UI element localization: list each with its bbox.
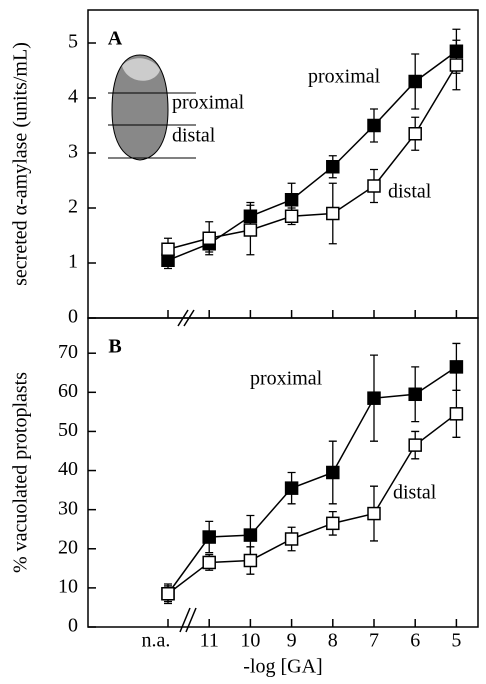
series-line — [167, 413, 457, 595]
y-tick-label: 30 — [58, 497, 78, 519]
series-line — [167, 366, 457, 595]
grain-tip — [122, 58, 160, 81]
series-line — [167, 50, 457, 261]
y-tick-label: 40 — [58, 458, 78, 480]
annotation: distal — [388, 181, 432, 203]
marker — [243, 223, 258, 237]
y-tick-label: 60 — [58, 380, 78, 402]
series-line — [167, 64, 458, 250]
y-tick-label: 1 — [68, 251, 78, 273]
x-tick-label: 8 — [328, 630, 338, 652]
y-tick-label: 4 — [68, 86, 78, 108]
marker — [408, 127, 422, 141]
y-tick-label: 20 — [58, 536, 78, 558]
y-tick-label: 0 — [68, 306, 78, 328]
marker — [449, 360, 464, 374]
marker — [367, 179, 381, 193]
panel-label: A — [108, 28, 123, 50]
marker — [161, 587, 175, 601]
marker — [284, 193, 299, 207]
y-tick-label: 0 — [68, 615, 78, 637]
break-mark — [183, 309, 195, 327]
marker — [367, 118, 381, 133]
axis-breaks — [177, 309, 197, 633]
y-axis-label: % vacuolated protoplasts — [10, 372, 32, 573]
marker — [449, 407, 464, 421]
panel-b-frame — [87, 317, 479, 628]
marker — [367, 506, 381, 521]
x-tick-label: 7 — [369, 630, 379, 652]
marker — [161, 242, 175, 256]
y-tick-label: 3 — [68, 141, 78, 163]
x-axis-label: -log [GA] — [243, 656, 322, 678]
marker — [326, 465, 340, 480]
marker — [326, 516, 340, 531]
marker — [284, 481, 299, 495]
panel-label: B — [108, 336, 121, 358]
y-tick-label: 70 — [58, 341, 78, 363]
marker — [284, 532, 299, 546]
x-tick-label: 10 — [240, 630, 260, 652]
marker — [449, 58, 464, 72]
marker — [408, 74, 422, 89]
marker — [202, 555, 216, 570]
annotation: proximal — [308, 66, 381, 88]
grain-shape — [111, 54, 169, 161]
marker — [243, 553, 258, 568]
marker — [202, 231, 216, 245]
x-tick-label: 6 — [410, 630, 420, 652]
inset-grain — [108, 54, 196, 161]
x-tick-label: 9 — [287, 630, 297, 652]
marker — [202, 530, 216, 544]
y-tick-label: 50 — [58, 419, 78, 441]
y-tick-label: 5 — [68, 31, 78, 53]
x-tick-label: n.a. — [142, 630, 171, 652]
marker — [326, 206, 340, 221]
marker — [367, 391, 381, 405]
marker — [326, 160, 340, 174]
x-tick-label: 11 — [200, 630, 219, 652]
marker — [284, 209, 299, 223]
annotation: distal — [393, 482, 437, 504]
annotation: distal — [172, 125, 216, 147]
marker — [408, 387, 422, 402]
annotation: proximal — [250, 368, 323, 390]
break-mark — [185, 607, 197, 633]
marker — [408, 438, 422, 452]
x-tick-label: 5 — [451, 630, 461, 652]
break-mark — [177, 309, 189, 327]
annotation: proximal — [172, 92, 245, 114]
y-axis-label: secreted α-amylase (units/mL) — [10, 42, 32, 286]
y-tick-label: 2 — [68, 196, 78, 218]
marker — [243, 528, 258, 542]
y-tick-label: 10 — [58, 575, 78, 597]
break-mark — [179, 607, 191, 633]
